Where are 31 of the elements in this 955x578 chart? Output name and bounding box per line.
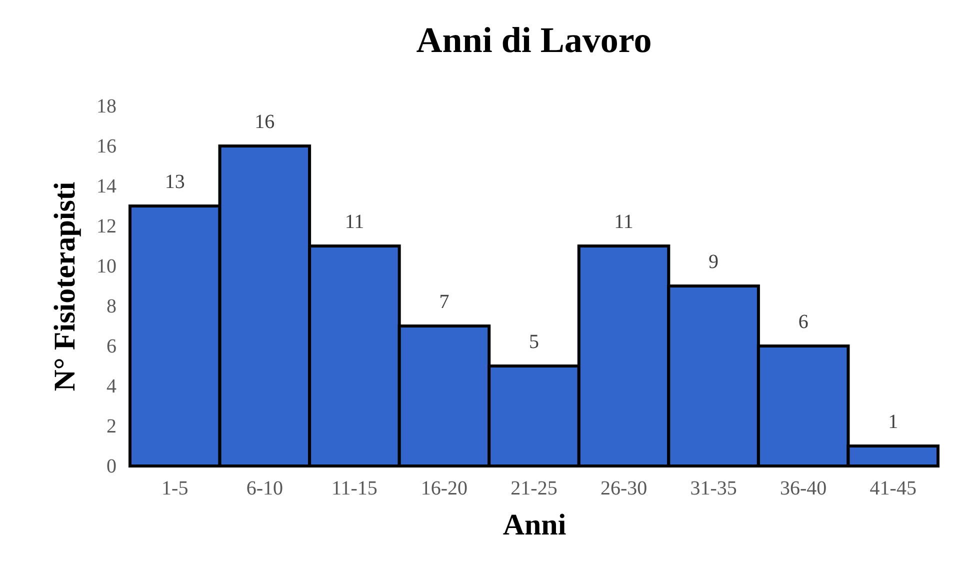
y-axis-title: N° Fisioterapisti bbox=[48, 182, 82, 392]
data-label: 11 bbox=[344, 211, 364, 233]
y-tick-label: 14 bbox=[96, 176, 116, 198]
y-tick-label: 8 bbox=[106, 296, 116, 318]
y-tick-label: 16 bbox=[96, 136, 116, 158]
x-tick-label: 1-5 bbox=[162, 478, 188, 500]
x-tick-label: 41-45 bbox=[870, 478, 916, 500]
y-tick-label: 6 bbox=[106, 336, 116, 358]
data-label: 11 bbox=[614, 211, 634, 233]
x-tick-label: 11-15 bbox=[331, 478, 378, 500]
x-tick-label: 31-35 bbox=[690, 478, 737, 500]
x-tick-label: 16-20 bbox=[420, 478, 468, 500]
y-tick-label: 2 bbox=[106, 416, 116, 438]
y-tick-label: 18 bbox=[96, 96, 116, 118]
data-label: 13 bbox=[164, 171, 185, 193]
x-tick-label: 26-30 bbox=[600, 478, 648, 500]
data-label: 7 bbox=[439, 291, 450, 313]
y-tick-label: 12 bbox=[96, 216, 116, 238]
y-tick-label: 0 bbox=[106, 456, 116, 478]
data-label: 9 bbox=[708, 251, 719, 273]
x-tick-label: 6-10 bbox=[246, 478, 284, 500]
chart-title: Anni di Lavoro bbox=[416, 20, 652, 60]
data-label: 5 bbox=[529, 331, 539, 353]
y-tick-label: 4 bbox=[106, 376, 116, 398]
y-tick-label: 10 bbox=[96, 256, 116, 278]
data-label: 6 bbox=[798, 311, 808, 333]
x-tick-label: 36-40 bbox=[780, 478, 827, 500]
x-tick-label: 21-25 bbox=[510, 478, 558, 500]
x-axis-title: Anni bbox=[502, 508, 566, 542]
data-label: 16 bbox=[254, 111, 275, 133]
data-label: 1 bbox=[888, 411, 898, 433]
